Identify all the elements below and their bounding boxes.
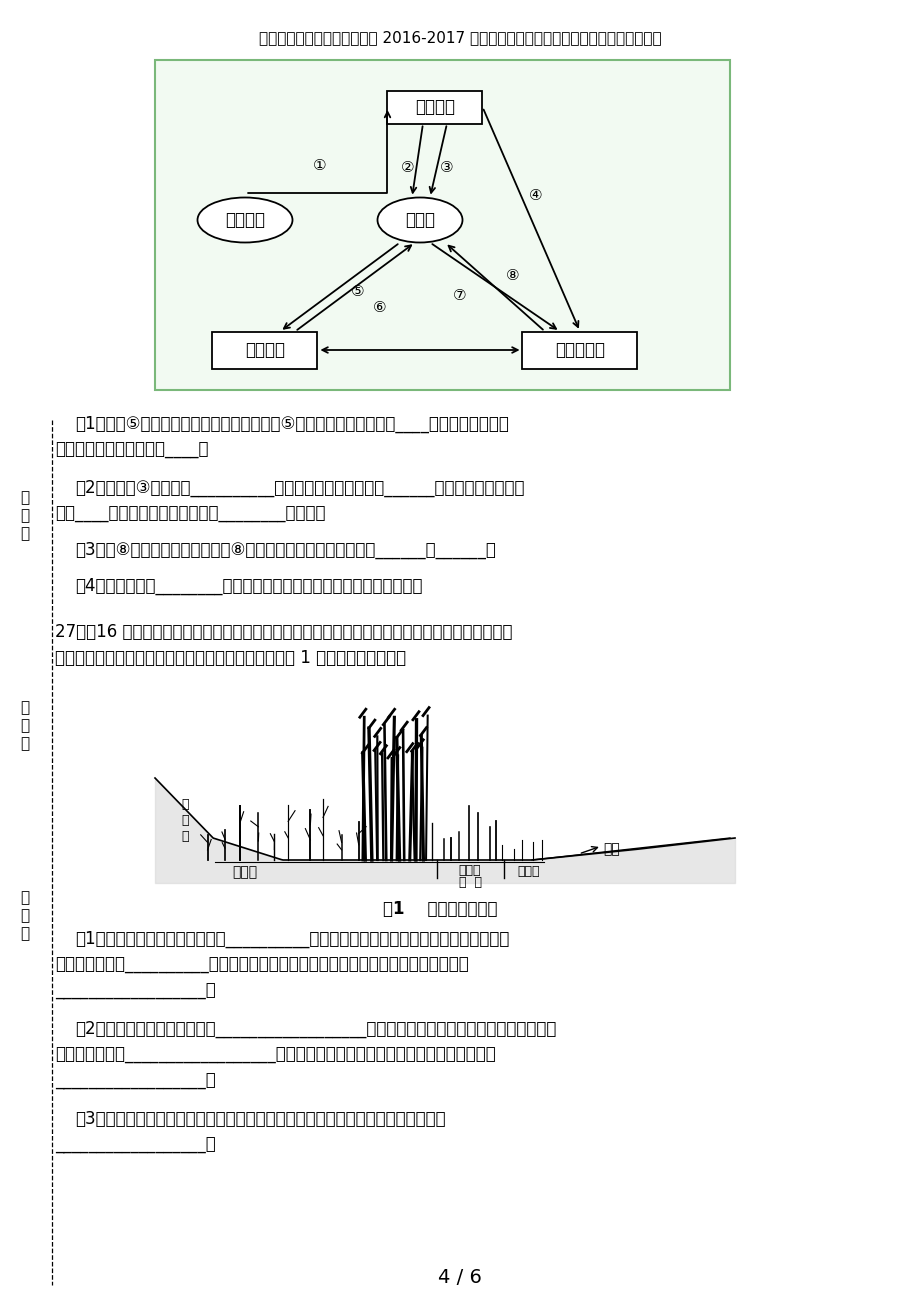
Text: 名: 名 [20, 907, 29, 923]
Text: 现在空间结构的__________方向上。区别核心区和近水缓冲区这两个群落的重要特征是: 现在空间结构的__________方向上。区别核心区和近水缓冲区这两个群落的重要… [55, 956, 469, 974]
Bar [154, 684, 734, 878]
Text: 场: 场 [20, 508, 29, 523]
Text: （2）图中的③代表的是__________，它可与突触后膜表面的______结合，引起下一个神: （2）图中的③代表的是__________，它可与突触后膜表面的______结合… [75, 479, 524, 497]
Text: 号: 号 [20, 717, 29, 733]
Text: 光滩区: 光滩区 [516, 865, 539, 878]
Ellipse shape [198, 198, 292, 242]
Text: ：: ： [20, 526, 29, 542]
Text: 经元____，这也反映出细胞膜具有________的功能。: 经元____，这也反映出细胞膜具有________的功能。 [55, 505, 325, 523]
Text: 姓: 姓 [20, 891, 29, 905]
Text: 图1    湿地剖向示意图: 图1 湿地剖向示意图 [382, 900, 496, 918]
Ellipse shape [377, 198, 462, 242]
Text: 4 / 6: 4 / 6 [437, 1268, 482, 1286]
Text: （1）该湿地群落的演替过程属于__________，从光滩区到核心区这几个区域的不同具体体: （1）该湿地群落的演替过程属于__________，从光滩区到核心区这几个区域的… [75, 930, 509, 948]
Text: 27．（16 分）鄱黄长江大桥下的湿地是由长江携带的泥沙长期淤积逐渐形成的，将该湿地由近水边: 27．（16 分）鄱黄长江大桥下的湿地是由长江携带的泥沙长期淤积逐渐形成的，将该… [55, 622, 512, 641]
Text: __________________。: __________________。 [55, 982, 216, 1000]
Text: （4）图示表明，________调节网络是机体维持内环境稳态的主要机制。: （4）图示表明，________调节网络是机体维持内环境稳态的主要机制。 [75, 577, 422, 595]
Text: ：: ： [20, 736, 29, 751]
Text: ④: ④ [528, 187, 542, 203]
Text: ②: ② [401, 160, 414, 176]
Text: ③: ③ [439, 160, 453, 176]
Text: ⑧: ⑧ [505, 267, 519, 283]
Text: ⑥: ⑥ [373, 301, 386, 315]
Text: 堤: 堤 [181, 829, 188, 842]
Text: 免疫系统: 免疫系统 [244, 341, 285, 359]
Text: ①: ① [312, 158, 326, 172]
Text: ⑤: ⑤ [351, 285, 365, 299]
Text: （3）若⑧表示促甲状腺激素，对⑧的分泌具有调节作用的激素是______和______。: （3）若⑧表示促甲状腺激素，对⑧的分泌具有调节作用的激素是______和____… [75, 542, 495, 559]
Text: __________________。: __________________。 [55, 1137, 216, 1154]
Text: 近水缓: 近水缓 [459, 865, 481, 878]
Text: 冲  区: 冲 区 [458, 876, 481, 889]
Text: 核心区: 核心区 [233, 865, 257, 879]
Text: __________________。: __________________。 [55, 1072, 216, 1090]
Text: （2）种群最基本的数量特征是__________________，调查核心区或近水缓冲区的芦苇种群数量: （2）种群最基本的数量特征是__________________，调查核心区或近… [75, 1019, 556, 1038]
Text: （3）在统计不同区域的植物盖度（表示植被的茂密程度）时，取样的关键是要做到: （3）在统计不同区域的植物盖度（表示植被的茂密程度）时，取样的关键是要做到 [75, 1111, 445, 1128]
Text: 最常用的方法是__________________。描述芦苇种群数量变化时建立的数学模型应该是: 最常用的方法是__________________。描述芦苇种群数量变化时建立的… [55, 1046, 495, 1064]
Text: ⑦: ⑦ [453, 288, 466, 302]
Text: 考: 考 [20, 700, 29, 715]
Bar [387, 91, 482, 124]
Text: ：: ： [20, 926, 29, 941]
Text: 内分泌系统: 内分泌系统 [554, 341, 605, 359]
Text: 内环境: 内环境 [404, 211, 435, 229]
Text: 洪: 洪 [181, 814, 188, 827]
Bar [154, 60, 729, 391]
Text: 考: 考 [20, 490, 29, 505]
Text: 甘肃省天水市清水县第六中学 2016-2017 学年高二生物上学期期末考试试题文（无答案）: 甘肃省天水市清水县第六中学 2016-2017 学年高二生物上学期期末考试试题文… [258, 30, 661, 46]
Text: （1）图中⑤表示的物质可能是淋巴因子，若⑤是淋巴因子，则它是由____细胞释放的，该物: （1）图中⑤表示的物质可能是淋巴因子，若⑤是淋巴因子，则它是由____细胞释放的… [75, 415, 508, 434]
Text: 到岸边分为光滩区、近水缓冲区、核心区等区域，如图 1 所示。据图回答问题: 到岸边分为光滩区、近水缓冲区、核心区等区域，如图 1 所示。据图回答问题 [55, 648, 405, 667]
Text: 神经系统: 神经系统 [414, 98, 455, 116]
Bar [522, 332, 637, 368]
Bar [212, 332, 317, 368]
Text: 外界环境: 外界环境 [225, 211, 265, 229]
Text: 质在体液免疫中的作用是____。: 质在体液免疫中的作用是____。 [55, 441, 209, 460]
Text: 防: 防 [181, 798, 188, 811]
Text: 内江: 内江 [603, 842, 619, 855]
